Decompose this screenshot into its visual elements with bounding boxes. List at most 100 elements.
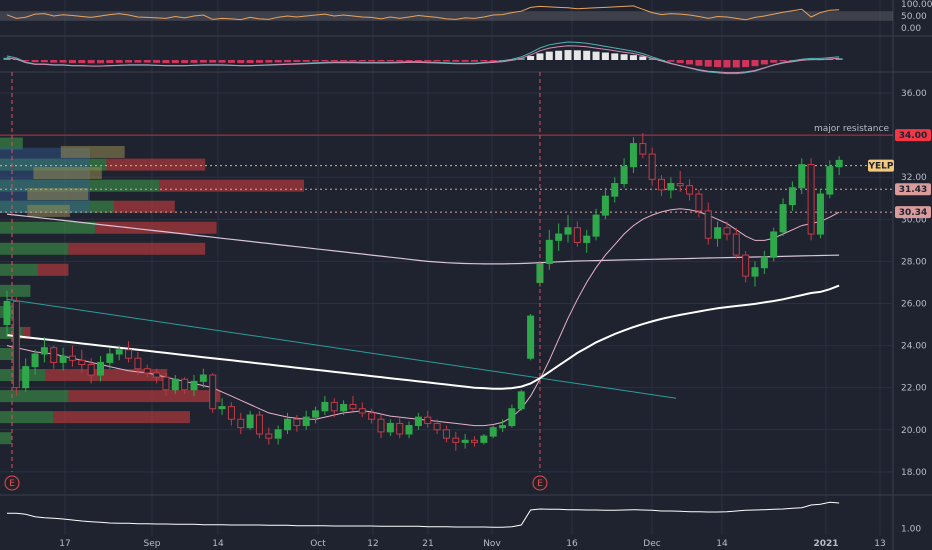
candle-body (471, 439, 478, 443)
macd-bar (414, 60, 422, 61)
macd-bar (302, 60, 310, 62)
profile-down-bar (114, 200, 175, 213)
candle-body (686, 185, 694, 195)
candle-body (321, 401, 329, 412)
macd-bar (31, 60, 39, 63)
macd-bar (274, 60, 282, 63)
candle-body (125, 349, 133, 359)
macd-bar (153, 60, 161, 63)
macd-bar (405, 60, 413, 61)
candle-body (816, 193, 824, 235)
macd-bar (265, 60, 273, 63)
macd-bar (162, 60, 170, 64)
candle-body (770, 231, 778, 258)
price-tick-label: 30.00 (901, 215, 927, 225)
candle-body (237, 418, 245, 429)
time-axis[interactable]: 17 Sep 14 Oct 12 21 Nov 16 Dec 14 2021 13 (59, 539, 885, 549)
macd-bar (330, 60, 338, 62)
profile-down-bar (159, 179, 304, 192)
candle-body (3, 300, 11, 326)
candle-body (732, 233, 740, 256)
candle-body (349, 404, 357, 410)
time-tick-label: Nov (483, 539, 501, 549)
macd-bar (770, 60, 778, 63)
macd-bar (620, 54, 628, 60)
candle-body (377, 418, 385, 433)
candle-body (452, 437, 460, 443)
candle-body (499, 425, 507, 429)
candle-body (583, 235, 591, 243)
macd-bar (639, 56, 647, 60)
candle-body (480, 435, 488, 443)
candle-body (199, 374, 207, 382)
candle-body (620, 166, 628, 185)
macd-bar (760, 60, 768, 65)
ma-long-line (6, 213, 840, 265)
macd-bar (377, 60, 385, 62)
time-tick-label: 17 (59, 539, 70, 549)
candle-body (751, 267, 759, 277)
candle-body (265, 433, 273, 439)
profile-down-bar (68, 390, 221, 403)
price-label-box (895, 206, 931, 219)
candle-body (181, 378, 189, 391)
macd-bar (87, 60, 95, 64)
macd-bar (424, 60, 432, 62)
value-area (0, 147, 90, 213)
candle-body (171, 378, 179, 391)
candle-body (255, 414, 263, 435)
macd-bar (732, 60, 740, 68)
rsi-tick-label: 50.00 (901, 12, 927, 22)
profile-upper-bar (60, 145, 125, 158)
candle-body (396, 422, 404, 435)
macd-bar (611, 53, 619, 60)
macd-bar (835, 58, 843, 60)
candle-body (592, 214, 600, 237)
macd-bar (742, 60, 750, 68)
rsi-tick-label: 100.00 (901, 0, 932, 10)
macd-bar (171, 60, 179, 64)
macd-bar (751, 60, 759, 67)
profile-upper-bar (27, 188, 89, 201)
candle-body (536, 263, 544, 283)
candle-body (312, 410, 320, 418)
price-axis[interactable]: 36.00 34.00 32.00 30.00 28.00 26.00 24.00 22.00… (868, 0, 932, 534)
macd-bar (218, 60, 226, 63)
candle-body (218, 406, 226, 410)
candle-body (527, 315, 535, 359)
volume-line (7, 501, 840, 528)
candle-body (153, 372, 161, 378)
macd-pane (3, 41, 843, 75)
profile-up-bar (0, 242, 69, 255)
price-tick-label: 32.00 (901, 173, 927, 183)
price-label-box (868, 159, 894, 172)
candle-body (788, 187, 796, 206)
candle-body (97, 361, 104, 376)
profile-down-bar (68, 242, 206, 255)
candle-body (648, 153, 656, 180)
macd-bar (97, 60, 104, 64)
profile-up-bar (0, 263, 38, 276)
volume-tick-label: 1.00 (901, 524, 921, 534)
price-label-box (895, 129, 931, 142)
macd-bar (190, 60, 198, 63)
candle-body (227, 406, 235, 420)
candle-body (22, 366, 30, 389)
rsi-line (6, 5, 840, 21)
macd-bar (293, 60, 301, 62)
candle-body (405, 425, 413, 435)
macd-bar (115, 60, 123, 63)
rsi-tick-label: 0.00 (901, 24, 921, 34)
time-tick-label: 14 (212, 539, 224, 549)
candle-body (555, 233, 563, 241)
candle-body (489, 427, 497, 437)
price-tick-label: 28.00 (901, 257, 927, 267)
profile-down-bar (106, 158, 206, 171)
macd-bar (181, 60, 189, 64)
candle-body (68, 355, 76, 361)
macd-bar (433, 60, 441, 62)
candle-body (461, 439, 469, 443)
